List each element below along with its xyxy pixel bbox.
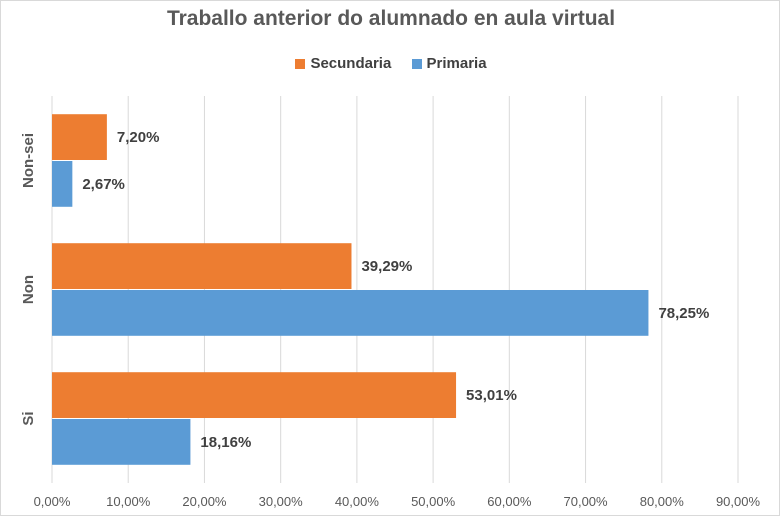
x-tick-label: 90,00% — [716, 494, 761, 509]
legend-swatch — [411, 58, 422, 69]
x-tick-label: 20,00% — [182, 494, 227, 509]
x-tick-label: 60,00% — [487, 494, 532, 509]
data-label: 39,29% — [361, 258, 412, 275]
y-category-label: Non — [20, 275, 37, 304]
data-label: 18,16% — [200, 434, 251, 451]
data-label: 78,25% — [658, 305, 709, 322]
y-category-label: Si — [20, 411, 37, 425]
x-tick-label: 80,00% — [640, 494, 685, 509]
data-label: 7,20% — [117, 129, 160, 146]
x-tick-label: 10,00% — [106, 494, 151, 509]
data-label: 2,67% — [82, 176, 125, 193]
legend-swatch — [295, 58, 306, 69]
y-category-label: Non-sei — [20, 133, 37, 188]
x-tick-label: 50,00% — [411, 494, 456, 509]
legend-item-secundaria: Secundaria — [295, 55, 391, 72]
data-label: 53,01% — [466, 387, 517, 404]
chart-title: Traballo anterior do alumnado en aula vi… — [166, 7, 616, 30]
bar-secundaria — [52, 243, 352, 289]
legend-item-primaria: Primaria — [411, 55, 487, 72]
bar-primaria — [52, 419, 191, 465]
bar-primaria — [52, 161, 73, 207]
bar-primaria — [52, 290, 649, 336]
x-tick-label: 70,00% — [564, 494, 609, 509]
bar-secundaria — [52, 114, 107, 160]
x-tick-label: 30,00% — [259, 494, 304, 509]
bar-secundaria — [52, 372, 457, 418]
x-tick-label: 0,00% — [34, 494, 71, 509]
x-tick-label: 40,00% — [335, 494, 380, 509]
legend: Secundaria Primaria — [1, 55, 780, 73]
